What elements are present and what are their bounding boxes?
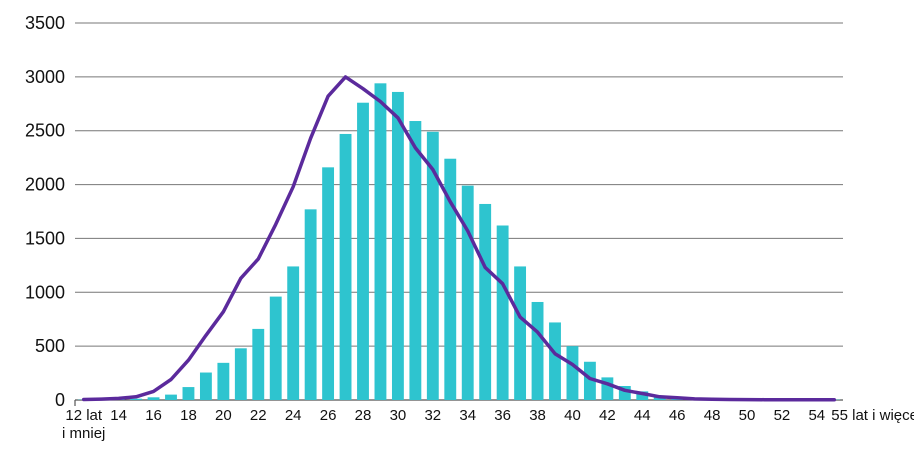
x-tick-label: 46 bbox=[669, 407, 686, 424]
bar bbox=[479, 203, 492, 400]
y-tick-label: 2000 bbox=[25, 175, 65, 195]
x-tick-label: 26 bbox=[320, 407, 337, 424]
x-tick-label: 32 bbox=[424, 407, 441, 424]
bar bbox=[182, 387, 195, 400]
bar bbox=[461, 185, 474, 400]
y-tick-label: 1500 bbox=[25, 228, 65, 248]
bar bbox=[269, 296, 282, 400]
bar bbox=[339, 133, 352, 400]
y-tick-label: 3000 bbox=[25, 67, 65, 87]
x-tick-label: 42 bbox=[599, 407, 616, 424]
y-tick-label: 500 bbox=[35, 336, 65, 356]
bar bbox=[165, 394, 177, 400]
bar bbox=[514, 266, 527, 400]
x-tick-label: 14 bbox=[110, 407, 127, 424]
bar bbox=[234, 348, 247, 400]
y-tick-label: 1000 bbox=[25, 282, 65, 302]
x-tick-label: 36 bbox=[494, 407, 511, 424]
series-line bbox=[81, 75, 837, 402]
bar bbox=[444, 158, 457, 400]
bar bbox=[601, 377, 614, 400]
x-axis-tick-labels: 12 lat i mniej 14 16 18 20 22 24 26 28 30 32 34 36 38 4… bbox=[62, 407, 914, 442]
x-tick-label: 50 bbox=[739, 407, 756, 424]
x-tick-label: 18 bbox=[180, 407, 197, 424]
bar bbox=[583, 361, 596, 400]
x-tick-label: 20 bbox=[215, 407, 232, 424]
bar bbox=[217, 362, 230, 400]
bar bbox=[357, 102, 369, 401]
x-tick-label: 44 bbox=[634, 407, 651, 424]
bar bbox=[130, 398, 143, 400]
bar bbox=[199, 372, 212, 400]
x-tick-label: 12 lat i mniej bbox=[62, 407, 105, 442]
x-tick-label: 34 bbox=[459, 407, 476, 424]
bar-layer bbox=[77, 83, 841, 401]
x-tick-label: 16 bbox=[145, 407, 162, 424]
y-tick-label: 0 bbox=[55, 390, 65, 410]
bar bbox=[531, 301, 544, 400]
x-tick-label: 55 lat i więcej bbox=[831, 407, 914, 424]
x-tick-label: 40 bbox=[564, 407, 581, 424]
bar bbox=[566, 346, 579, 400]
x-tick-label: 24 bbox=[285, 407, 302, 424]
x-tick-label: 22 bbox=[250, 407, 267, 424]
y-axis-tick-labels: 0 500 1000 1500 2000 2500 3000 3500 bbox=[25, 13, 65, 410]
x-tick-label: 28 bbox=[355, 407, 372, 424]
bar bbox=[636, 391, 649, 400]
x-tick-label: 38 bbox=[529, 407, 546, 424]
x-tick-label: 52 bbox=[774, 407, 791, 424]
y-tick-label: 3500 bbox=[25, 13, 65, 33]
bar bbox=[409, 121, 422, 401]
line-layer bbox=[81, 75, 837, 402]
bar bbox=[618, 385, 631, 400]
x-tick-label: 30 bbox=[390, 407, 407, 424]
bar bbox=[304, 209, 317, 400]
bar bbox=[391, 91, 404, 401]
bar bbox=[147, 397, 160, 400]
bar bbox=[426, 131, 439, 400]
bar bbox=[252, 328, 265, 400]
bar bbox=[496, 225, 509, 400]
y-tick-label: 2500 bbox=[25, 121, 65, 141]
x-tick-label: 48 bbox=[704, 407, 721, 424]
bar bbox=[374, 83, 387, 400]
x-tick-label: 54 bbox=[808, 407, 825, 424]
bar bbox=[549, 322, 561, 400]
bar bbox=[287, 266, 300, 400]
bar bbox=[322, 167, 335, 400]
